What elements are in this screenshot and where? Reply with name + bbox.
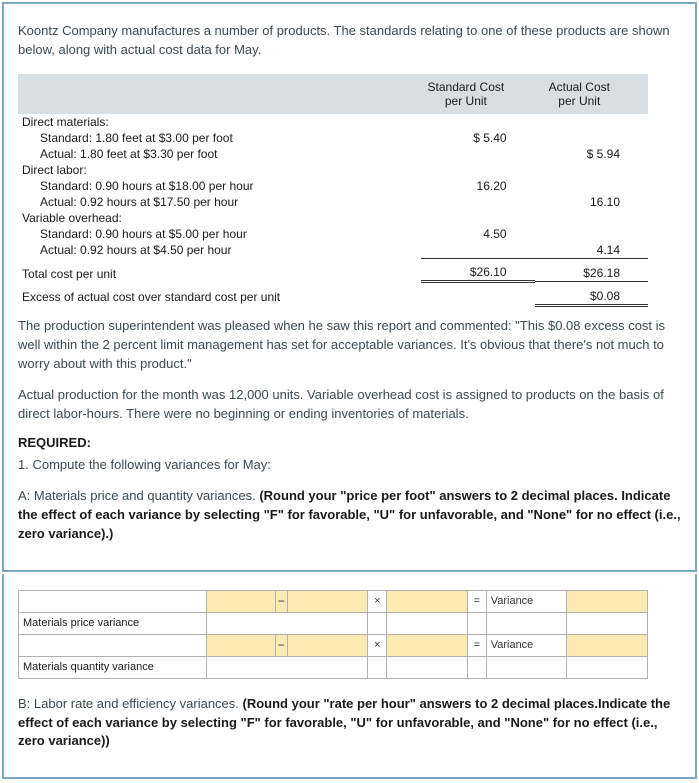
- variance-row-1: − × = Variance: [19, 590, 648, 612]
- dl-std-val: 16.20: [421, 178, 534, 194]
- question-a: A: Materials price and quantity variance…: [18, 487, 681, 544]
- row3-fu-input[interactable]: [567, 634, 648, 656]
- row3-input-c[interactable]: [387, 634, 468, 656]
- variance-row-2: Materials price variance: [19, 612, 648, 634]
- minus-symbol: −: [275, 591, 287, 612]
- times-symbol: ×: [368, 634, 387, 656]
- row1-input-b[interactable]: [287, 590, 368, 612]
- row4-fu: [567, 656, 648, 678]
- row3-input-b[interactable]: [287, 634, 368, 656]
- dl-label: Direct labor:: [18, 162, 421, 178]
- cost-table: Standard Cost per Unit Actual Cost per U…: [18, 74, 648, 312]
- problem-panel-top: Koontz Company manufactures a number of …: [2, 2, 697, 572]
- superintendent-comment: The production superintendent was please…: [18, 317, 681, 374]
- row2-blank-a: [207, 612, 368, 634]
- vo-std-val: 4.50: [421, 226, 534, 242]
- total-label: Total cost per unit: [18, 264, 421, 282]
- excess-label: Excess of actual cost over standard cost…: [18, 288, 421, 306]
- row4-blank-sym1: [368, 656, 387, 678]
- production-info: Actual production for the month was 12,0…: [18, 386, 681, 424]
- row2-label: Materials price variance: [19, 612, 207, 634]
- row2-blank-sym2: [467, 612, 486, 634]
- dm-std-val: $ 5.40: [421, 130, 534, 146]
- row4-blank-sym2: [467, 656, 486, 678]
- equals-symbol: =: [467, 590, 486, 612]
- vo-act-val: 4.14: [535, 242, 648, 259]
- vo-act-desc: Actual: 0.92 hours at $4.50 per hour: [18, 242, 421, 259]
- dl-std-desc: Standard: 0.90 hours at $18.00 per hour: [18, 178, 421, 194]
- vo-label: Variable overhead:: [18, 210, 421, 226]
- row4-blank-a: [207, 656, 368, 678]
- required-heading: REQUIRED:: [18, 435, 681, 450]
- dm-std-desc: Standard: 1.80 feet at $3.00 per foot: [18, 130, 421, 146]
- problem-panel-bottom: − × = Variance Materials price variance …: [2, 574, 697, 780]
- minus-symbol: −: [275, 635, 287, 656]
- dm-label: Direct materials:: [18, 114, 421, 130]
- row2-blank-b: [387, 612, 468, 634]
- variance-input-table: − × = Variance Materials price variance …: [18, 590, 648, 679]
- intro-text: Koontz Company manufactures a number of …: [18, 22, 681, 60]
- row2-fu: [567, 612, 648, 634]
- total-std: $26.10: [421, 264, 534, 282]
- dm-act-val: $ 5.94: [535, 146, 648, 162]
- row2-result: [486, 612, 567, 634]
- cost-header-act: Actual Cost per Unit: [535, 74, 648, 114]
- row1-variance-label: Variance: [486, 590, 567, 612]
- question-1: 1. Compute the following variances for M…: [18, 456, 681, 475]
- cost-header-std: Standard Cost per Unit: [421, 74, 534, 114]
- vo-std-desc: Standard: 0.90 hours at $5.00 per hour: [18, 226, 421, 242]
- row4-blank-b: [387, 656, 468, 678]
- row1-label: [19, 590, 207, 612]
- row3-input-a[interactable]: −: [207, 634, 288, 656]
- row1-input-c[interactable]: [387, 590, 468, 612]
- cost-header-blank: [18, 74, 421, 114]
- dm-act-desc: Actual: 1.80 feet at $3.30 per foot: [18, 146, 421, 162]
- times-symbol: ×: [368, 590, 387, 612]
- total-act: $26.18: [535, 264, 648, 282]
- dl-act-val: 16.10: [535, 194, 648, 210]
- equals-symbol: =: [467, 634, 486, 656]
- question-b-lead: B: Labor rate and efficiency variances.: [18, 696, 243, 711]
- row4-label: Materials quantity variance: [19, 656, 207, 678]
- excess-val: $0.08: [535, 288, 648, 306]
- variance-row-3: − × = Variance: [19, 634, 648, 656]
- dl-act-desc: Actual: 0.92 hours at $17.50 per hour: [18, 194, 421, 210]
- variance-row-4: Materials quantity variance: [19, 656, 648, 678]
- question-a-lead: A: Materials price and quantity variance…: [18, 488, 259, 503]
- row3-variance-label: Variance: [486, 634, 567, 656]
- row1-fu-input[interactable]: [567, 590, 648, 612]
- row2-blank-sym1: [368, 612, 387, 634]
- row4-result: [486, 656, 567, 678]
- row1-input-a[interactable]: −: [207, 590, 288, 612]
- row3-label: [19, 634, 207, 656]
- question-b: B: Labor rate and efficiency variances. …: [18, 695, 681, 752]
